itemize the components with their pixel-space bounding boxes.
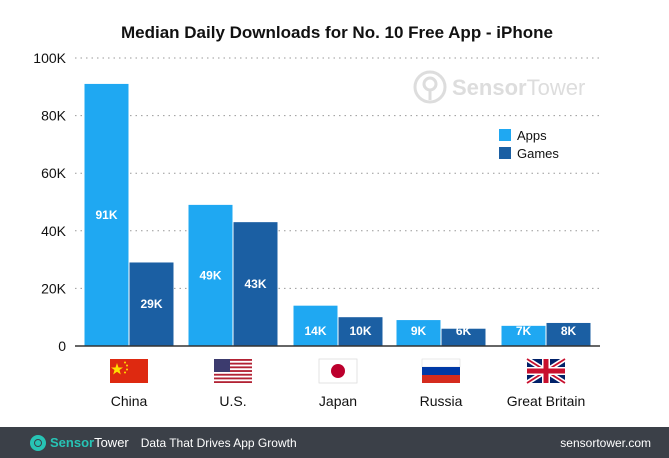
legend-label-games: Games	[517, 146, 559, 161]
footer-tagline: Data That Drives App Growth	[140, 435, 297, 450]
bar-games-1	[233, 222, 278, 346]
category-label: Great Britain	[507, 393, 586, 409]
us-flag-icon	[214, 359, 252, 383]
data-label: 29K	[140, 297, 162, 311]
data-label: 7K	[516, 324, 532, 338]
footer-url[interactable]: sensortower.com	[560, 435, 651, 450]
watermark-brand-b: Tower	[527, 75, 586, 100]
data-label: 14K	[304, 324, 326, 338]
y-tick-label: 0	[58, 338, 66, 354]
japan-flag-icon	[318, 358, 358, 384]
y-tick-label: 100K	[33, 50, 66, 66]
legend: Apps Games	[499, 128, 559, 161]
data-label: 49K	[199, 268, 221, 282]
bar-games-2	[338, 317, 383, 346]
data-label: 6K	[456, 324, 472, 338]
bar-apps-2	[293, 305, 338, 346]
y-tick-label: 20K	[41, 280, 67, 296]
data-label: 91K	[95, 208, 117, 222]
footer-brand-a: Sensor	[50, 435, 95, 450]
bar-apps-4	[501, 325, 546, 346]
legend-swatch-games	[499, 147, 511, 159]
bar-games-4	[546, 322, 591, 346]
watermark: SensorTower	[413, 70, 585, 104]
china-flag-icon	[110, 359, 148, 383]
chart: Median Daily Downloads for No. 10 Free A…	[33, 23, 600, 409]
footer-brand-b: Tower	[94, 435, 129, 450]
category-label: China	[111, 393, 148, 409]
svg-text:SensorTower: SensorTower	[452, 75, 585, 100]
bar-apps-3	[396, 320, 441, 346]
bar-games-3	[441, 328, 486, 346]
y-tick-label: 80K	[41, 108, 67, 124]
category-label: Russia	[420, 393, 463, 409]
category-labels: China U.S. Japan Russia Great Britain	[111, 393, 586, 409]
bar-games-0	[129, 262, 174, 346]
uk-flag-icon	[525, 356, 567, 386]
data-label: 9K	[411, 324, 427, 338]
y-tick-label: 60K	[41, 165, 67, 181]
chart-title: Median Daily Downloads for No. 10 Free A…	[121, 23, 553, 42]
sensortower-logo-icon	[30, 434, 46, 451]
data-label: 8K	[561, 324, 577, 338]
category-label: Japan	[319, 393, 357, 409]
watermark-logo-icon	[413, 70, 447, 104]
russia-flag-icon	[421, 358, 461, 383]
legend-swatch-apps	[499, 129, 511, 141]
data-label: 10K	[349, 324, 371, 338]
bar-apps-0	[84, 83, 129, 347]
y-axis-ticks: 0 20K 40K 60K 80K 100K	[33, 50, 66, 354]
watermark-brand-a: Sensor	[452, 75, 527, 100]
bar-apps-1	[188, 204, 233, 346]
data-label: 43K	[244, 277, 266, 291]
legend-label-apps: Apps	[517, 128, 547, 143]
footer-bar: Sensor Tower Data That Drives App Growth…	[0, 427, 669, 458]
category-label: U.S.	[219, 393, 246, 409]
bars: 91K 29K 49K 43K 14K 10K 9K 6K 7K 8K	[84, 83, 591, 347]
y-tick-label: 40K	[41, 223, 67, 239]
